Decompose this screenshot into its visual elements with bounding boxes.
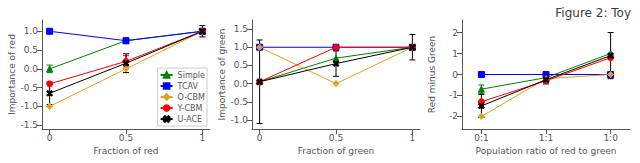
- svg-text:Population ratio of red to gre: Population ratio of red to green: [476, 146, 617, 156]
- svg-text:Fraction of green: Fraction of green: [298, 146, 374, 156]
- svg-text:Fraction of red: Fraction of red: [93, 146, 158, 156]
- svg-text:O-CBM: O-CBM: [178, 93, 205, 102]
- svg-text:0: 0: [257, 133, 263, 143]
- svg-text:0.0: 0.0: [24, 64, 39, 74]
- svg-text:Figure 2: Toy: Figure 2: Toy: [555, 6, 631, 20]
- svg-text:0:1: 0:1: [474, 133, 488, 143]
- svg-text:Red minus Green: Red minus Green: [427, 36, 437, 113]
- svg-text:0.5: 0.5: [119, 133, 133, 143]
- svg-text:-0.5: -0.5: [230, 97, 248, 107]
- svg-text:Y-CBM: Y-CBM: [177, 104, 203, 113]
- svg-text:1:1: 1:1: [539, 133, 553, 143]
- svg-text:Importance of green: Importance of green: [217, 29, 227, 121]
- svg-text:1.0: 1.0: [234, 42, 249, 52]
- svg-text:-1.0: -1.0: [230, 115, 248, 125]
- svg-text:1:0: 1:0: [603, 133, 618, 143]
- svg-text:0.5: 0.5: [329, 133, 343, 143]
- svg-text:1.0: 1.0: [24, 26, 39, 36]
- svg-text:-1.5: -1.5: [20, 120, 38, 130]
- svg-text:2: 2: [452, 28, 458, 38]
- svg-text:Simple: Simple: [178, 71, 205, 80]
- svg-text:0.5: 0.5: [234, 60, 248, 70]
- svg-text:1: 1: [199, 133, 205, 143]
- svg-text:U-ACE: U-ACE: [178, 115, 203, 124]
- svg-text:TCAV: TCAV: [177, 82, 199, 91]
- svg-text:-0.5: -0.5: [20, 83, 38, 93]
- svg-text:1: 1: [409, 133, 415, 143]
- svg-text:-1: -1: [449, 90, 458, 100]
- svg-text:0.5: 0.5: [24, 45, 38, 55]
- svg-text:1.5: 1.5: [234, 24, 248, 34]
- svg-text:0: 0: [47, 133, 53, 143]
- svg-text:0: 0: [452, 70, 458, 80]
- svg-text:-2: -2: [449, 111, 458, 121]
- svg-text:-1.0: -1.0: [20, 101, 38, 111]
- svg-text:1: 1: [452, 49, 458, 59]
- svg-text:Importance of red: Importance of red: [7, 34, 17, 115]
- svg-text:0.0: 0.0: [234, 79, 249, 89]
